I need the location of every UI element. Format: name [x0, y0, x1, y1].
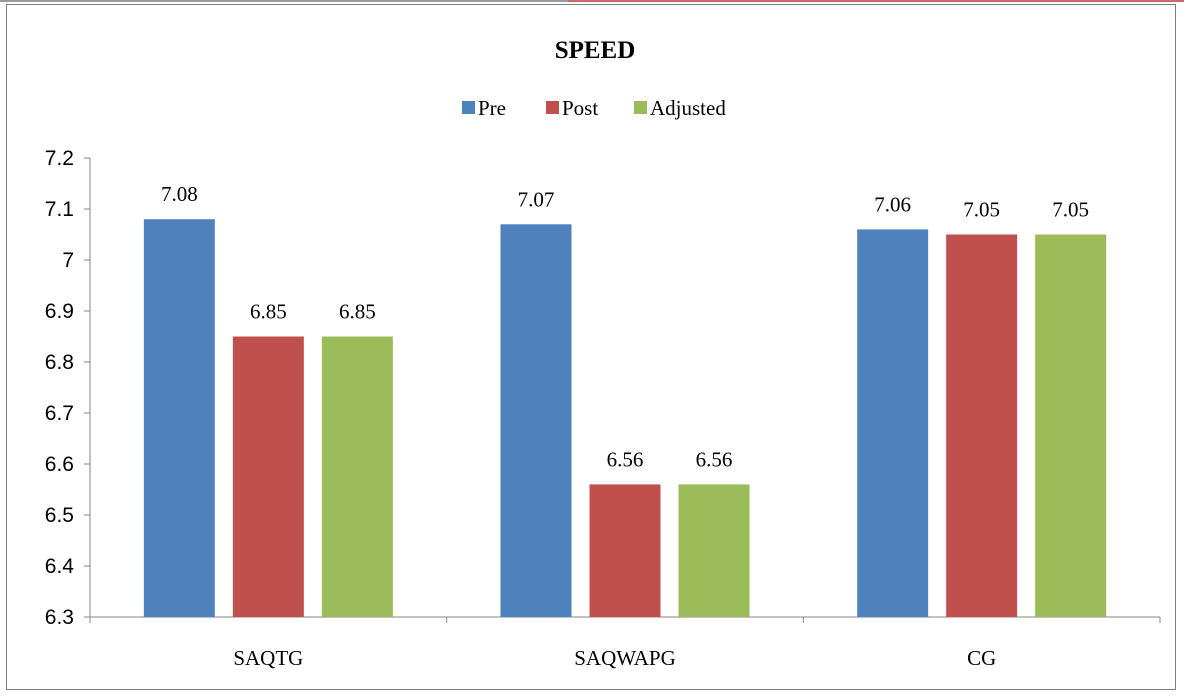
bar-post-cg: [946, 234, 1018, 617]
y-tick-label: 6.8: [45, 351, 74, 374]
bar-adjusted-saqtg: [321, 336, 393, 617]
bar-pre-saqtg: [143, 219, 215, 617]
bar-pre-cg: [857, 229, 929, 617]
y-tick-label: 6.6: [45, 453, 74, 476]
data-label: 7.07: [518, 187, 555, 211]
bar-adjusted-saqwapg: [678, 484, 750, 617]
legend-item-post: Post: [546, 96, 598, 120]
data-label: 6.56: [607, 447, 644, 471]
y-tick-label: 7.1: [45, 198, 74, 221]
bar-post-saqwapg: [589, 484, 661, 617]
legend-swatch: [546, 101, 559, 114]
y-tick-label: 6.4: [45, 555, 75, 578]
top-edge-gray-segment: [0, 0, 568, 2]
y-tick-label: 7.2: [45, 147, 74, 170]
data-label: 7.05: [1052, 198, 1089, 222]
y-tick-label: 7: [62, 249, 74, 272]
chart-title: SPEED: [555, 37, 636, 64]
top-edge-red-segment: [568, 0, 1184, 2]
x-axis: SAQTG SAQWAPG CG: [89, 616, 1161, 670]
data-label: 6.56: [696, 447, 733, 471]
data-label: 6.85: [250, 300, 287, 324]
y-tick-label: 6.5: [45, 504, 74, 527]
x-tick-label: CG: [967, 646, 996, 670]
x-tick-label: SAQWAPG: [574, 646, 676, 670]
data-label: 7.05: [963, 198, 1000, 222]
y-tick-label: 6.9: [45, 300, 74, 323]
legend-label: Post: [562, 96, 598, 120]
legend-item-adjusted: Adjusted: [634, 96, 726, 120]
data-label: 7.06: [874, 192, 911, 216]
legend-swatch: [634, 101, 647, 114]
y-axis: 6.3 6.4 6.5 6.6 6.7 6.8 6.9 7 7.1 7.2: [45, 147, 91, 629]
bar-adjusted-cg: [1035, 234, 1107, 617]
bar-post-saqtg: [232, 336, 304, 617]
data-labels-group: 7.08 6.85 6.85 7.07 6.56 6.56 7.06 7.05 7.05: [161, 182, 1089, 471]
legend: Pre Post Adjusted: [462, 96, 726, 120]
top-edge-line: [0, 0, 1184, 3]
y-tick-label: 6.3: [45, 606, 74, 629]
y-tick-label: 6.7: [45, 402, 74, 425]
data-label: 7.08: [161, 182, 198, 206]
chart-area: [6, 4, 1176, 690]
bars-group: [143, 219, 1107, 618]
legend-label: Pre: [478, 96, 506, 120]
legend-item-pre: Pre: [462, 96, 506, 120]
x-tick-label: SAQTG: [233, 646, 303, 670]
bar-pre-saqwapg: [500, 224, 572, 618]
data-label: 6.85: [339, 300, 376, 324]
legend-swatch: [462, 101, 475, 114]
legend-label: Adjusted: [650, 96, 726, 120]
